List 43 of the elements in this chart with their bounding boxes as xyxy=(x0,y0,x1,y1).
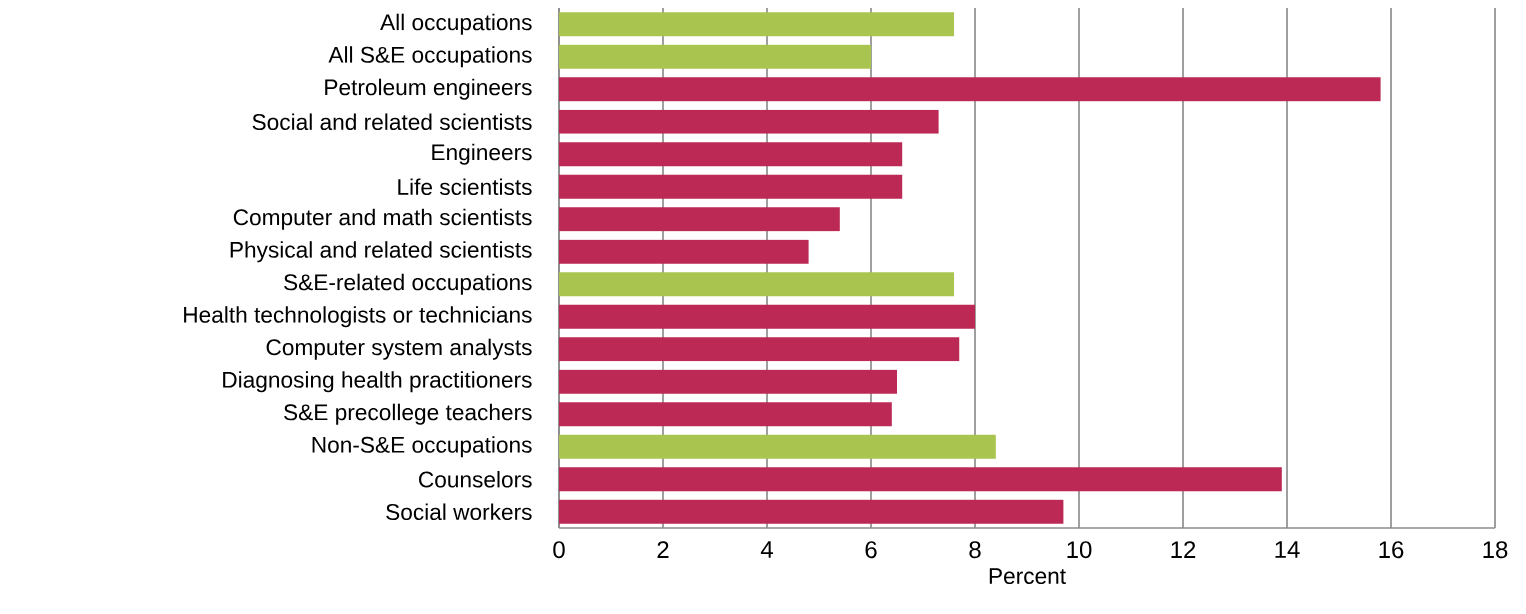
bar xyxy=(559,369,898,394)
y-tick-label: All S&E occupations xyxy=(328,46,532,68)
x-tick-label: 8 xyxy=(969,541,981,559)
y-tick-label: Computer and math scientists xyxy=(233,208,532,230)
y-tick-label: S&E precollege teachers xyxy=(284,403,532,425)
y-tick-label: Counselors xyxy=(419,470,532,488)
bar xyxy=(559,272,955,297)
x-tick-label: 6 xyxy=(865,541,877,559)
x-tick-label: 4 xyxy=(760,541,773,558)
bar xyxy=(559,44,872,69)
bar xyxy=(559,77,1381,102)
y-tick-label: Non-S&E occupations xyxy=(312,436,532,458)
bar xyxy=(559,467,1282,492)
x-tick-label: 10 xyxy=(1067,541,1092,559)
bar xyxy=(559,109,939,134)
x-tick-label: 2 xyxy=(657,541,669,558)
bar xyxy=(559,304,976,329)
bar xyxy=(559,337,960,362)
bar xyxy=(559,434,996,459)
bar xyxy=(559,174,903,199)
y-tick-label: Social and related scientists xyxy=(252,113,532,131)
y-tick-label: Diagnosing health practitioners xyxy=(223,371,532,393)
x-tick-label: 18 xyxy=(1483,541,1508,559)
bar xyxy=(559,402,892,427)
x-tick-label: 0 xyxy=(553,541,565,559)
x-axis-title: Percent xyxy=(989,568,1066,585)
y-tick-label: Petroleum engineers xyxy=(325,78,532,100)
y-tick-label: Physical and related scientists xyxy=(230,241,532,263)
bar xyxy=(559,207,840,232)
bar xyxy=(559,142,903,167)
bar xyxy=(559,239,809,264)
x-tick-label: 16 xyxy=(1379,541,1404,559)
y-tick-label: S&E-related occupations xyxy=(284,273,532,295)
y-tick-label: All occupations xyxy=(380,13,532,35)
y-tick-label: Engineers xyxy=(432,143,532,165)
y-tick-label: Health technologists or technicians xyxy=(184,306,532,328)
x-tick-label: 12 xyxy=(1171,541,1196,558)
y-tick-label: Computer system analysts xyxy=(266,338,532,360)
x-tick-label: 14 xyxy=(1275,541,1300,558)
y-tick-label: Life scientists xyxy=(398,178,532,196)
bar xyxy=(559,499,1064,524)
bar xyxy=(559,12,955,37)
y-tick-label: Social workers xyxy=(386,503,532,521)
